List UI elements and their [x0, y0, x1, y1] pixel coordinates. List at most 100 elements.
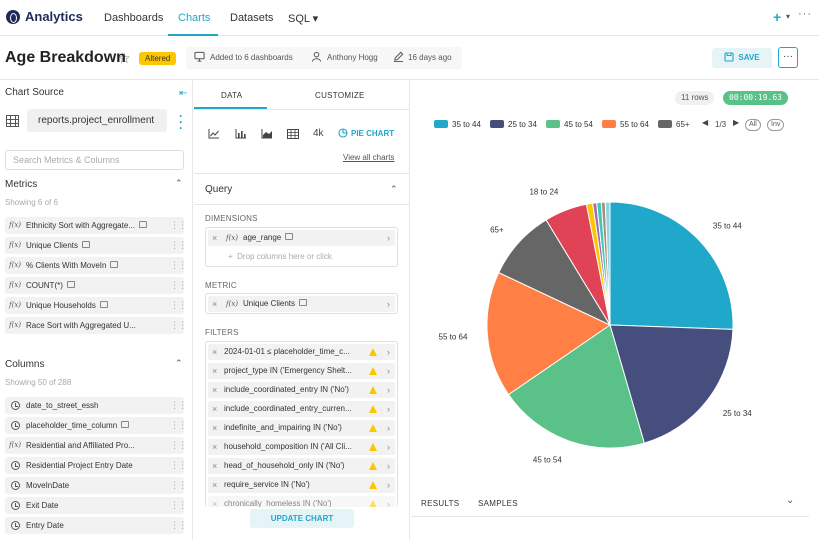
- dimension-pill[interactable]: × f(x) age_range ›: [208, 230, 395, 246]
- filter-pill[interactable]: × head_of_household_only IN ('No') ›: [208, 458, 395, 474]
- filter-pill[interactable]: × indefinite_and_impairing IN ('No') ›: [208, 420, 395, 436]
- metric-item[interactable]: f(x) % Clients With MoveIn ⋮⋮: [5, 257, 187, 274]
- metric-item[interactable]: f(x) COUNT(*) ⋮⋮: [5, 277, 187, 294]
- owner-name[interactable]: Anthony Hogg: [327, 53, 378, 62]
- filter-pill[interactable]: × include_coordinated_entry_curren... ›: [208, 401, 395, 417]
- legend-invert[interactable]: Inv: [767, 119, 785, 131]
- star-icon[interactable]: ☆: [118, 50, 131, 66]
- filter-pill[interactable]: × project_type IN ('Emergency Shelt... ›: [208, 363, 395, 379]
- bar-chart-icon[interactable]: [235, 129, 247, 139]
- legend-next-icon[interactable]: ▶: [733, 118, 740, 127]
- table-chart-icon[interactable]: [287, 129, 299, 139]
- close-icon[interactable]: ×: [212, 385, 218, 395]
- chevron-right-icon[interactable]: ›: [387, 461, 390, 471]
- drag-handle-icon[interactable]: ⋮⋮: [170, 220, 187, 230]
- column-item[interactable]: date_to_street_essh ⋮⋮: [5, 397, 187, 414]
- drag-handle-icon[interactable]: ⋮⋮: [170, 260, 187, 270]
- save-button[interactable]: SAVE: [712, 48, 772, 68]
- column-item[interactable]: Exit Date ⋮⋮: [5, 497, 187, 514]
- close-icon[interactable]: ×: [212, 347, 218, 357]
- close-icon[interactable]: ×: [212, 299, 218, 309]
- drag-handle-icon[interactable]: ⋮⋮: [170, 280, 187, 290]
- chevron-down-icon[interactable]: ⌄: [786, 495, 795, 506]
- column-item[interactable]: placeholder_time_column ⋮⋮: [5, 417, 187, 434]
- pie-slice[interactable]: [609, 201, 734, 330]
- nav-charts[interactable]: Charts: [178, 12, 211, 24]
- metric-pill[interactable]: × f(x) Unique Clients ›: [208, 296, 395, 312]
- drag-handle-icon[interactable]: ⋮⋮: [170, 520, 187, 530]
- pie-slice[interactable]: [604, 201, 611, 326]
- close-icon[interactable]: ×: [212, 480, 218, 490]
- drag-handle-icon[interactable]: ⋮⋮: [170, 440, 187, 450]
- pie-slice[interactable]: [486, 271, 612, 396]
- column-item[interactable]: f(x) Residential and Affiliated Pro... ⋮⋮: [5, 437, 187, 454]
- legend-prev-icon[interactable]: ◀: [702, 118, 709, 127]
- drag-handle-icon[interactable]: ⋮⋮: [170, 480, 187, 490]
- drag-handle-icon[interactable]: ⋮⋮: [170, 300, 187, 310]
- legend-item[interactable]: 25 to 34: [490, 119, 537, 129]
- tab-samples[interactable]: SAMPLES: [478, 499, 518, 508]
- column-item[interactable]: Entry Date ⋮⋮: [5, 517, 187, 534]
- filter-pill[interactable]: × household_composition IN ('All Cli... ›: [208, 439, 395, 455]
- filter-pill[interactable]: × require_service IN ('No') ›: [208, 477, 395, 493]
- altered-badge[interactable]: Altered: [139, 52, 177, 65]
- tab-data[interactable]: DATA: [221, 91, 243, 100]
- last-modified[interactable]: 16 days ago: [408, 53, 452, 62]
- tab-customize[interactable]: CUSTOMIZE: [315, 91, 365, 100]
- chevron-right-icon[interactable]: ›: [387, 347, 390, 357]
- chevron-right-icon[interactable]: ›: [387, 480, 390, 490]
- chevron-down-icon[interactable]: ▾: [786, 12, 791, 21]
- chevron-right-icon[interactable]: ›: [387, 404, 390, 414]
- drag-handle-icon[interactable]: ⋮⋮: [170, 500, 187, 510]
- drag-handle-icon[interactable]: ⋮⋮: [170, 320, 187, 330]
- legend-item[interactable]: 55 to 64: [602, 119, 649, 129]
- big-number-icon[interactable]: 4k: [313, 128, 324, 139]
- close-icon[interactable]: ×: [212, 461, 218, 471]
- area-chart-icon[interactable]: [261, 129, 273, 139]
- added-to-dashboards[interactable]: Added to 6 dashboards: [210, 53, 293, 62]
- pie-slice[interactable]: [507, 324, 645, 449]
- chevron-right-icon[interactable]: ›: [387, 299, 390, 309]
- pie-slice[interactable]: [609, 324, 734, 444]
- metric-item[interactable]: f(x) Race Sort with Aggregated U... ⋮⋮: [5, 317, 187, 334]
- nav-dashboards[interactable]: Dashboards: [104, 12, 164, 24]
- legend-select-all[interactable]: All: [745, 119, 761, 131]
- drop-columns-hint[interactable]: + Drop columns here or click: [228, 252, 332, 261]
- column-item[interactable]: MoveInDate ⋮⋮: [5, 477, 187, 494]
- drag-handle-icon[interactable]: ⋮⋮: [170, 400, 187, 410]
- filter-pill[interactable]: × 2024-01-01 ≤ placeholder_time_c... ›: [208, 344, 395, 360]
- close-icon[interactable]: ×: [212, 404, 218, 414]
- update-chart-button[interactable]: UPDATE CHART: [250, 509, 354, 528]
- collapse-panel-icon[interactable]: ⇤: [179, 88, 188, 99]
- chevron-right-icon[interactable]: ›: [387, 423, 390, 433]
- chevron-right-icon[interactable]: ›: [387, 442, 390, 452]
- legend-item[interactable]: 45 to 54: [546, 119, 593, 129]
- dimensions-dropzone[interactable]: × f(x) age_range › + Drop columns here o…: [205, 227, 398, 267]
- settings-menu[interactable]: ···: [798, 8, 812, 20]
- close-icon[interactable]: ×: [212, 366, 218, 376]
- filters-dropzone[interactable]: × 2024-01-01 ≤ placeholder_time_c... › × pr…: [205, 341, 398, 507]
- pie-chart[interactable]: 35 to 44 25 to 34 45 to 54 55 to 64 65+ 18 to…: [411, 150, 819, 480]
- tab-results[interactable]: RESULTS: [421, 499, 460, 508]
- more-actions-button[interactable]: ···: [778, 47, 798, 68]
- column-item[interactable]: Residential Project Entry Date ⋮⋮: [5, 457, 187, 474]
- legend-item[interactable]: 35 to 44: [434, 119, 481, 129]
- nav-datasets[interactable]: Datasets: [230, 12, 274, 24]
- line-chart-icon[interactable]: [208, 129, 220, 139]
- dataset-menu-icon[interactable]: · · ·: [179, 109, 183, 135]
- chevron-up-icon[interactable]: ⌃: [390, 184, 398, 194]
- drag-handle-icon[interactable]: ⋮⋮: [170, 240, 187, 250]
- plus-icon[interactable]: +: [773, 9, 782, 25]
- dataset-name[interactable]: reports.project_enrollment: [27, 109, 167, 132]
- chevron-up-icon[interactable]: ⌃: [175, 178, 183, 188]
- filter-pill[interactable]: × chronically_homeless IN ('No') ›: [208, 496, 395, 507]
- chevron-right-icon[interactable]: ›: [387, 366, 390, 376]
- metric-item[interactable]: f(x) Ethnicity Sort with Aggregate... ⋮⋮: [5, 217, 187, 234]
- close-icon[interactable]: ×: [212, 442, 218, 452]
- chevron-up-icon[interactable]: ⌃: [175, 358, 183, 368]
- pie-chart-selected[interactable]: PIE CHART: [338, 128, 394, 139]
- chevron-right-icon[interactable]: ›: [387, 499, 390, 507]
- legend-item[interactable]: 65+: [658, 119, 690, 129]
- metric-item[interactable]: f(x) Unique Households ⋮⋮: [5, 297, 187, 314]
- close-icon[interactable]: ×: [212, 499, 218, 507]
